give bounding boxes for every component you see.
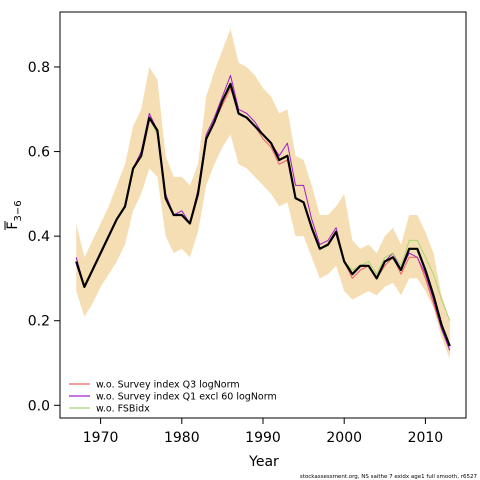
- legend-label: w.o. Survey index Q1 excl 60 logNorm: [96, 392, 277, 403]
- x-tick-label: 1980: [164, 430, 200, 446]
- x-tick-label: 1990: [245, 430, 281, 446]
- series-line-0: [75, 82, 451, 347]
- confidence-band-layer: [76, 28, 450, 359]
- y-axis-title-sub: 3−6: [13, 200, 24, 221]
- credit-text: stockassessment.org, NS saithe 7 exidx a…: [300, 474, 478, 480]
- y-tick-label: 0.6: [28, 145, 50, 161]
- x-tick-label: 2010: [408, 430, 444, 446]
- y-tick-label: 0.8: [28, 60, 50, 76]
- legend-label: w.o. Survey index Q3 logNorm: [96, 380, 240, 391]
- y-tick-label: 0.0: [28, 398, 50, 414]
- y-tick-label: 0.4: [28, 229, 50, 245]
- legend-label: w.o. FSBidx: [96, 404, 150, 415]
- series-layer: [75, 74, 451, 351]
- x-tick-label: 2000: [326, 430, 362, 446]
- x-tick-label: 1970: [83, 430, 119, 446]
- y-axis-title: F3−6: [4, 200, 24, 230]
- y-tick-label: 0.2: [28, 314, 50, 330]
- y-axis: 0.0 0.2 0.4 0.6 0.8: [28, 60, 61, 414]
- y-axis-title-main: F: [5, 222, 21, 230]
- x-axis: 1970 1980 1990 2000 2010: [83, 417, 444, 446]
- confidence-band: [76, 28, 450, 359]
- x-axis-title: Year: [248, 454, 279, 470]
- svg-text:F3−6: F3−6: [5, 200, 24, 229]
